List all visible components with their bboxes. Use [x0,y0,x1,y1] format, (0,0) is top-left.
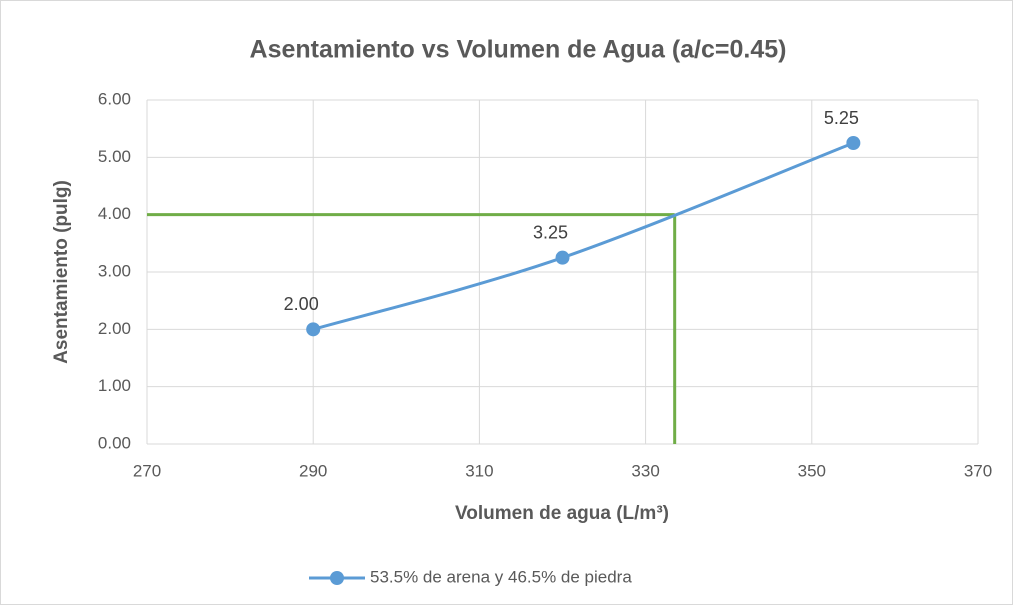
y-tick-label: 1.00 [98,376,131,395]
y-axis-label: Asentamiento (pulg) [51,180,72,364]
y-tick-label: 0.00 [98,433,131,452]
legend-marker [330,571,344,585]
x-tick-label: 310 [465,461,493,480]
data-label: 5.25 [824,108,859,128]
y-tick-label: 4.00 [98,204,131,223]
x-axis-label: Volumen de agua (L/m³) [455,503,669,524]
y-tick-label: 5.00 [98,147,131,166]
x-tick-label: 290 [299,461,327,480]
chart-title: Asentamiento vs Volumen de Agua (a/c=0.4… [250,36,787,64]
y-tick-label: 3.00 [98,261,131,280]
legend-label: 53.5% de arena y 46.5% de piedra [370,567,632,586]
data-label: 3.25 [533,222,568,242]
data-point [555,250,570,265]
x-tick-label: 270 [133,461,161,480]
data-label: 2.00 [284,294,319,314]
data-point [846,136,861,150]
y-tick-label: 2.00 [98,319,131,338]
x-tick-label: 330 [631,461,659,480]
x-tick-label: 350 [798,461,826,480]
data-point [306,322,321,337]
x-tick-label: 370 [964,461,992,480]
y-tick-label: 6.00 [98,89,131,108]
